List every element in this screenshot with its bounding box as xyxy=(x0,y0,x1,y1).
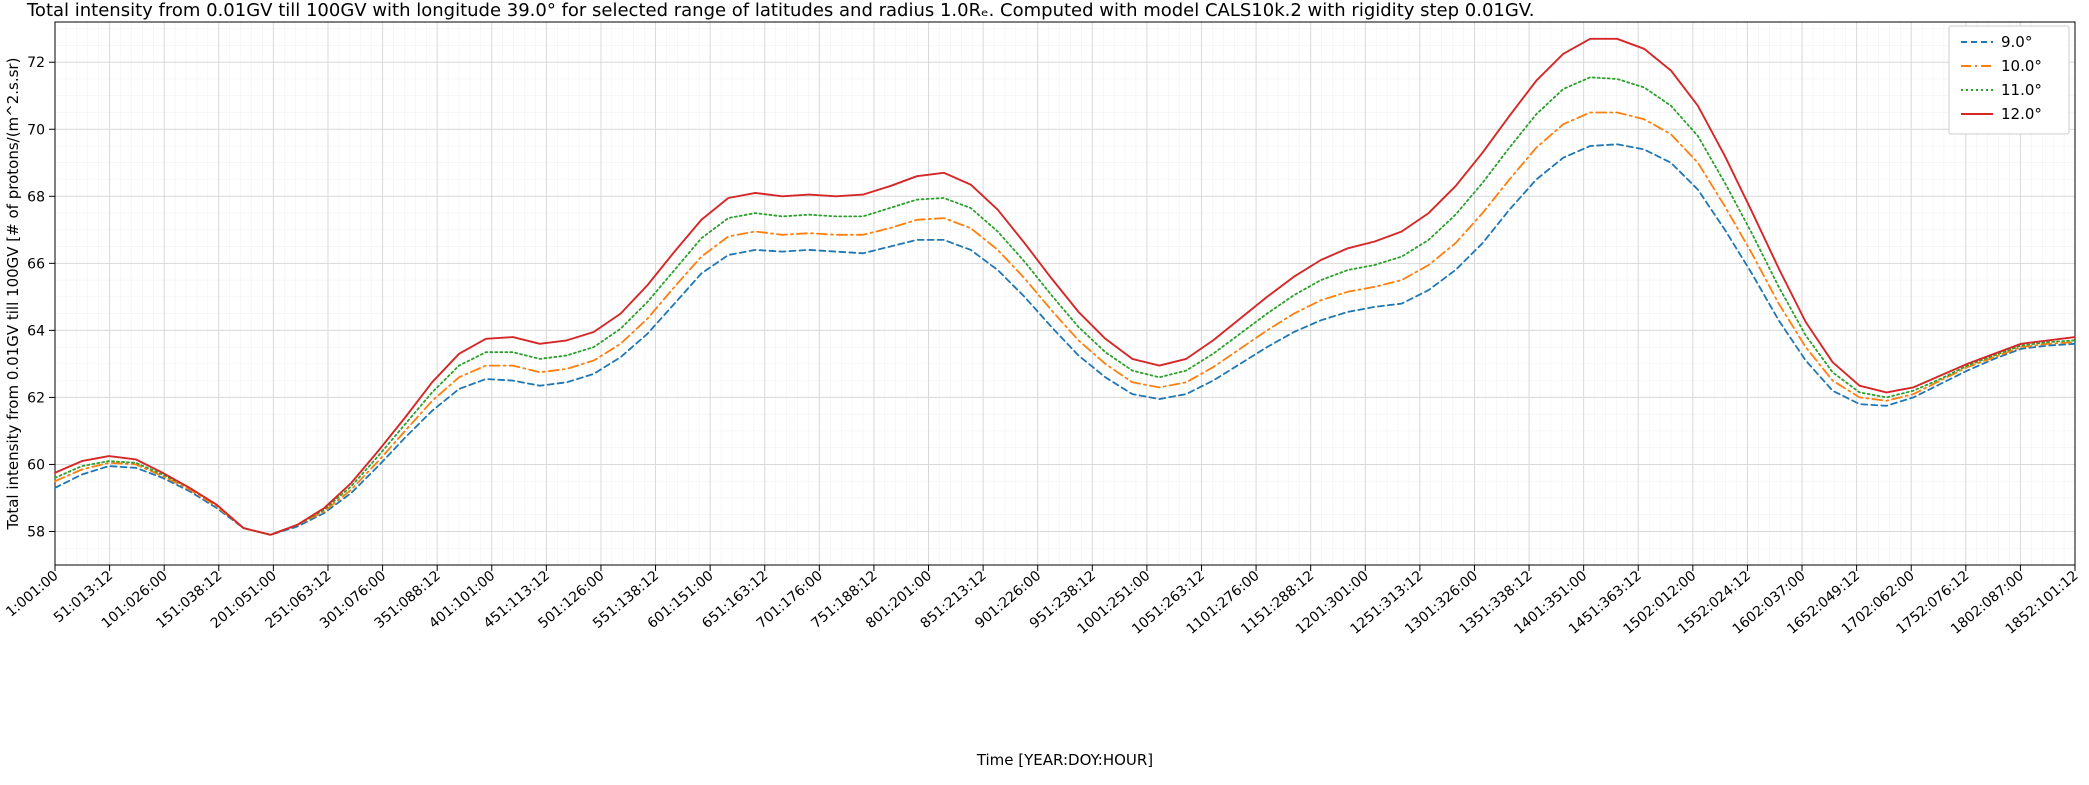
svg-text:64: 64 xyxy=(27,323,45,339)
svg-text:62: 62 xyxy=(27,390,45,406)
legend: 9.0° 10.0° 11.0° 12.0° xyxy=(1949,26,2069,134)
svg-text:72: 72 xyxy=(27,55,45,71)
legend-item-label: 11.0° xyxy=(2001,81,2042,99)
svg-text:68: 68 xyxy=(27,189,45,205)
intensity-chart: 58606264666870721:001:0051:013:12101:026… xyxy=(0,0,2089,785)
svg-text:70: 70 xyxy=(27,122,45,138)
svg-text:58: 58 xyxy=(27,524,45,540)
legend-item-label: 12.0° xyxy=(2001,105,2042,123)
chart-svg: 58606264666870721:001:0051:013:12101:026… xyxy=(0,0,2089,785)
svg-text:66: 66 xyxy=(27,256,45,272)
legend-item-label: 10.0° xyxy=(2001,57,2042,75)
y-axis-label: Total intensity from 0.01GV till 100GV [… xyxy=(4,58,22,531)
chart-title: Total intensity from 0.01GV till 100GV w… xyxy=(26,0,1535,21)
legend-item-label: 9.0° xyxy=(2001,33,2032,51)
svg-text:60: 60 xyxy=(27,457,45,473)
x-axis-label: Time [YEAR:DOY:HOUR] xyxy=(976,751,1153,769)
